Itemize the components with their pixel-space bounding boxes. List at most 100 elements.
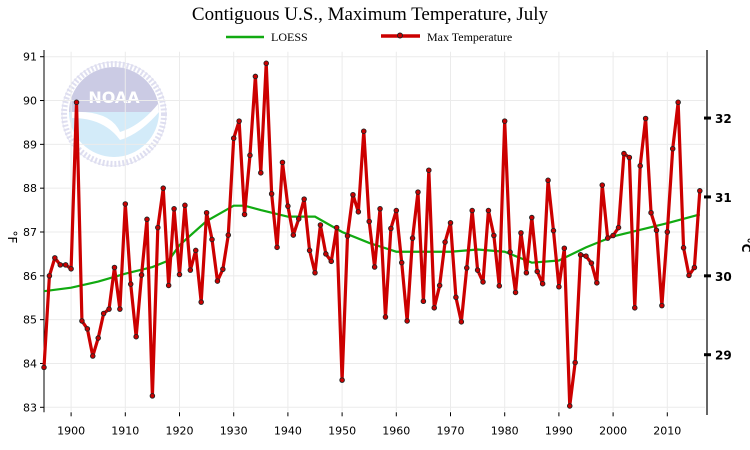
max-temperature-point [323,251,329,257]
x-tick-label: 1910 [111,424,139,437]
x-tick-label: 1950 [328,424,356,437]
max-temperature-point [122,201,129,207]
max-temperature-point [545,177,551,184]
y-tick-label: 89 [23,138,37,151]
max-temperature-point [225,232,232,238]
max-temperature-point [155,224,161,231]
max-temperature-point [501,118,508,124]
y-axis-label-celsius: °C [739,238,750,253]
max-temperature-point [615,224,622,231]
axes: 83 84 85 86 87 88 89 90 91 1900 1910 1920 1930 1940 19… [23,50,732,437]
y-tick-label-right: 30 [715,270,732,284]
max-temperature-point [111,264,118,271]
max-temperature-point [333,224,340,231]
max-temperature-point [691,264,698,271]
legend: LOESS Max Temperature [226,30,512,44]
max-temperature-point [263,60,269,67]
max-temperature-point [95,335,101,341]
max-temperature-point [230,135,237,141]
max-temperature-point [431,305,437,311]
max-temperature-point [480,279,486,285]
max-temperature-point [41,364,47,371]
max-temperature-point [241,211,248,218]
max-temperature-point [220,266,226,273]
max-temperature-point [610,232,616,239]
max-temperature-point [79,318,85,324]
max-temperature-point [382,314,389,320]
y-tick-label: 85 [23,314,37,327]
y-tick-label-right: 29 [715,349,732,363]
max-temperature-point [171,206,177,212]
legend-max-temp-marker [397,32,403,39]
max-temperature-point [279,159,286,166]
max-temperature-point [594,280,600,286]
max-temperature-point [301,196,307,202]
max-temperature-point [371,264,378,270]
max-temperature-point [458,319,465,325]
max-temperature-point [328,258,335,265]
max-temperature-point [604,235,611,241]
max-temperature-point [648,209,654,216]
max-temperature-point [117,306,123,312]
max-temperature-point [659,302,665,309]
max-temperature-point [214,278,221,284]
max-temperature-point [393,207,400,214]
max-temperature-point [436,282,443,289]
max-temperature-point [165,282,172,289]
max-temperature-point [203,209,210,216]
max-temperature-point [290,232,297,238]
max-temperature-point [626,154,633,161]
max-temperature-point [680,245,687,251]
max-temperature-point [398,259,405,266]
y-tick-label: 86 [23,270,37,283]
max-temperature-point [306,247,313,254]
x-tick-label: 1960 [382,424,410,437]
max-temperature-point [268,191,275,197]
max-temperature-point [599,182,606,188]
max-temperature-point [176,271,183,278]
max-temperature-point [469,207,475,214]
max-temperature-point [317,222,324,228]
x-tick-label: 1980 [491,424,519,437]
max-temperature-point [561,245,568,251]
legend-max-temp-label: Max Temperature [427,30,512,44]
max-temperature-point [686,272,692,279]
max-temperature-point [62,262,69,268]
x-tick-label: 2010 [653,424,681,437]
max-temperature-point [697,188,703,194]
y-axis-label-fahrenheit: °F [5,231,19,244]
legend-loess-label: LOESS [271,30,308,44]
max-temperature-point [138,272,145,278]
max-temperature-point [377,206,383,212]
max-temperature-point [496,283,503,289]
chart-title: Contiguous U.S., Maximum Temperature, Ju… [192,4,549,25]
max-temperature-point [464,265,470,271]
x-tick-label: 1920 [166,424,194,437]
series [41,60,703,409]
max-temperature-point [84,326,91,332]
max-temperature-point [675,99,681,106]
max-temperature-point [209,236,215,243]
max-temperature-point [252,73,259,80]
max-temperature-point [409,235,416,241]
max-temperature-point [566,403,573,409]
max-temperature-point [106,306,112,312]
max-temperature-point [632,305,638,311]
max-temperature-point [588,260,595,266]
max-temperature-point [149,393,156,399]
max-temperature-point [312,270,318,276]
max-temperature-point [193,247,199,254]
max-temperature-point [621,150,627,157]
max-temperature-point [133,333,139,340]
max-temperature-point [274,244,280,251]
y-tick-label: 88 [23,182,37,195]
max-temperature-point [127,281,134,287]
max-temperature-point [539,280,546,287]
x-tick-label: 1900 [57,424,85,437]
max-temperature-point [160,185,166,191]
x-tick-label: 1990 [545,424,573,437]
x-tick-label: 1940 [274,424,302,437]
max-temperature-point [366,218,372,225]
max-temperature-point [198,299,204,305]
